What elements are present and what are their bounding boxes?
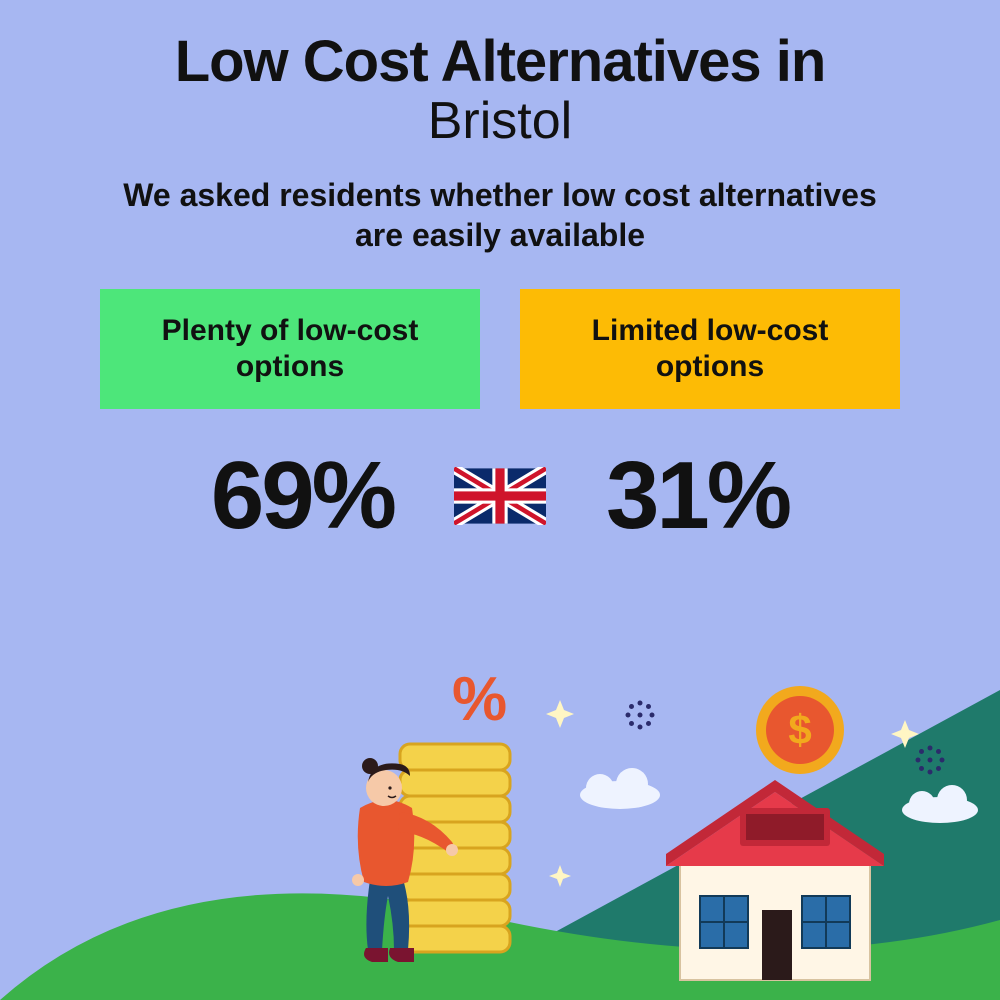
stats-row: 69% 31% bbox=[0, 441, 1000, 551]
survey-question: We asked residents whether low cost alte… bbox=[110, 175, 890, 255]
city-name: Bristol bbox=[0, 91, 1000, 151]
pct-plenty: 69% bbox=[211, 441, 394, 551]
pct-limited: 31% bbox=[606, 441, 789, 551]
page-title: Low Cost Alternatives in bbox=[0, 0, 1000, 95]
uk-flag-icon bbox=[454, 467, 546, 525]
option-card-limited: Limited low-cost options bbox=[520, 289, 900, 409]
percent-icon: % bbox=[452, 665, 507, 734]
infographic-canvas: Low Cost Alternatives in Bristol We aske… bbox=[0, 0, 1000, 1000]
svg-text:$: $ bbox=[788, 706, 811, 753]
option-cards: Plenty of low-cost options Limited low-c… bbox=[0, 289, 1000, 409]
option-card-plenty: Plenty of low-cost options bbox=[100, 289, 480, 409]
coin-icon: $ bbox=[756, 686, 844, 774]
illustration: $ bbox=[0, 660, 1000, 1000]
